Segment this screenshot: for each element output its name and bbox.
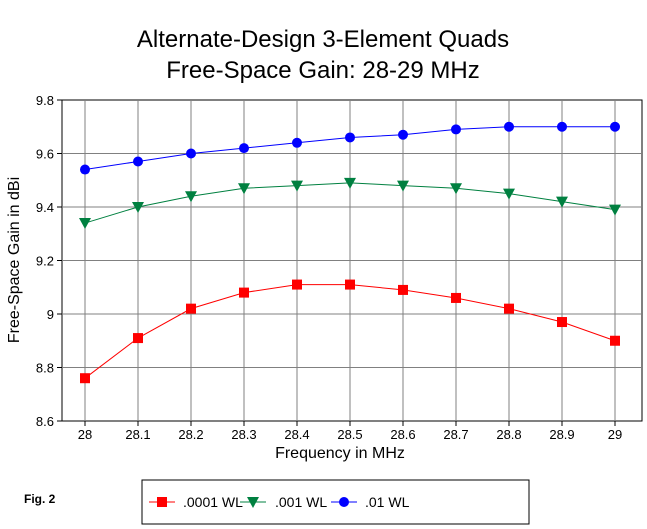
x-tick-label: 28.3 — [231, 427, 256, 442]
y-tick-label: 9.8 — [36, 93, 54, 108]
series-0 — [80, 279, 620, 384]
legend-marker — [157, 497, 167, 507]
x-tick-label: 28.1 — [125, 427, 150, 442]
data-point — [239, 143, 249, 154]
chart-title-line-2: Free-Space Gain: 28-29 MHz — [166, 57, 479, 84]
x-axis-label: Frequency in MHz — [275, 445, 405, 462]
x-tick-label: 28.8 — [496, 427, 521, 442]
legend-marker — [247, 497, 259, 508]
y-tick-label: 9.4 — [36, 200, 54, 215]
data-point — [556, 196, 568, 208]
legend-entries: .0001 WL .001 WL .01 WL — [149, 494, 410, 510]
data-point — [80, 164, 90, 175]
data-point — [186, 303, 196, 314]
x-tick-label: 28.7 — [443, 427, 468, 442]
data-point — [185, 191, 197, 203]
y-tick-label: 9.2 — [36, 254, 54, 269]
x-tick-label: 28.4 — [284, 427, 309, 442]
data-point — [504, 303, 514, 314]
series-layer — [79, 121, 621, 384]
y-tick-label: 8.6 — [36, 414, 54, 429]
data-point — [398, 284, 408, 295]
data-point — [451, 292, 461, 303]
y-tick-label: 9 — [47, 307, 54, 322]
tick-labels: 28 28.1 28.2 28.3 28.4 28.5 28.6 28.7 28.8 28.9 29… — [36, 93, 622, 442]
data-point — [186, 148, 196, 159]
data-point — [133, 156, 143, 167]
data-point — [503, 188, 515, 200]
data-point — [450, 183, 462, 195]
series-1 — [79, 177, 621, 230]
x-tick-label: 29 — [608, 427, 622, 442]
data-point — [238, 183, 250, 195]
data-point — [239, 287, 249, 298]
data-point — [557, 317, 567, 328]
series-2 — [80, 121, 620, 175]
figure-label: Fig. 2 — [24, 492, 56, 506]
x-tick-label: 28.9 — [549, 427, 574, 442]
data-point — [398, 129, 408, 140]
chart-title-line-1: Alternate-Design 3-Element Quads — [137, 26, 509, 53]
data-point — [291, 180, 303, 192]
data-point — [504, 121, 514, 132]
data-point — [610, 121, 620, 132]
legend-label: .001 WL — [275, 494, 327, 510]
legend-marker — [339, 497, 349, 507]
y-axis-label: Free-Space Gain in dBi — [6, 177, 23, 343]
data-point — [557, 121, 567, 132]
data-point — [132, 202, 144, 213]
x-tick-label: 28.2 — [178, 427, 203, 442]
x-tick-label: 28.5 — [337, 427, 362, 442]
data-point — [609, 204, 621, 216]
legend-label: .0001 WL — [183, 494, 243, 510]
legend-label: .01 WL — [365, 494, 410, 510]
y-tick-label: 8.8 — [36, 361, 54, 376]
data-point — [345, 132, 355, 143]
data-point — [79, 218, 91, 230]
data-point — [344, 177, 356, 189]
data-point — [610, 335, 620, 346]
x-tick-label: 28 — [78, 427, 92, 442]
grid — [57, 99, 642, 426]
data-point — [292, 279, 302, 290]
data-point — [397, 180, 409, 192]
data-point — [451, 124, 461, 135]
data-point — [133, 333, 143, 344]
x-tick-label: 28.6 — [390, 427, 415, 442]
data-point — [292, 137, 302, 148]
data-point — [80, 373, 90, 384]
y-tick-label: 9.6 — [36, 147, 54, 162]
data-point — [345, 279, 355, 290]
